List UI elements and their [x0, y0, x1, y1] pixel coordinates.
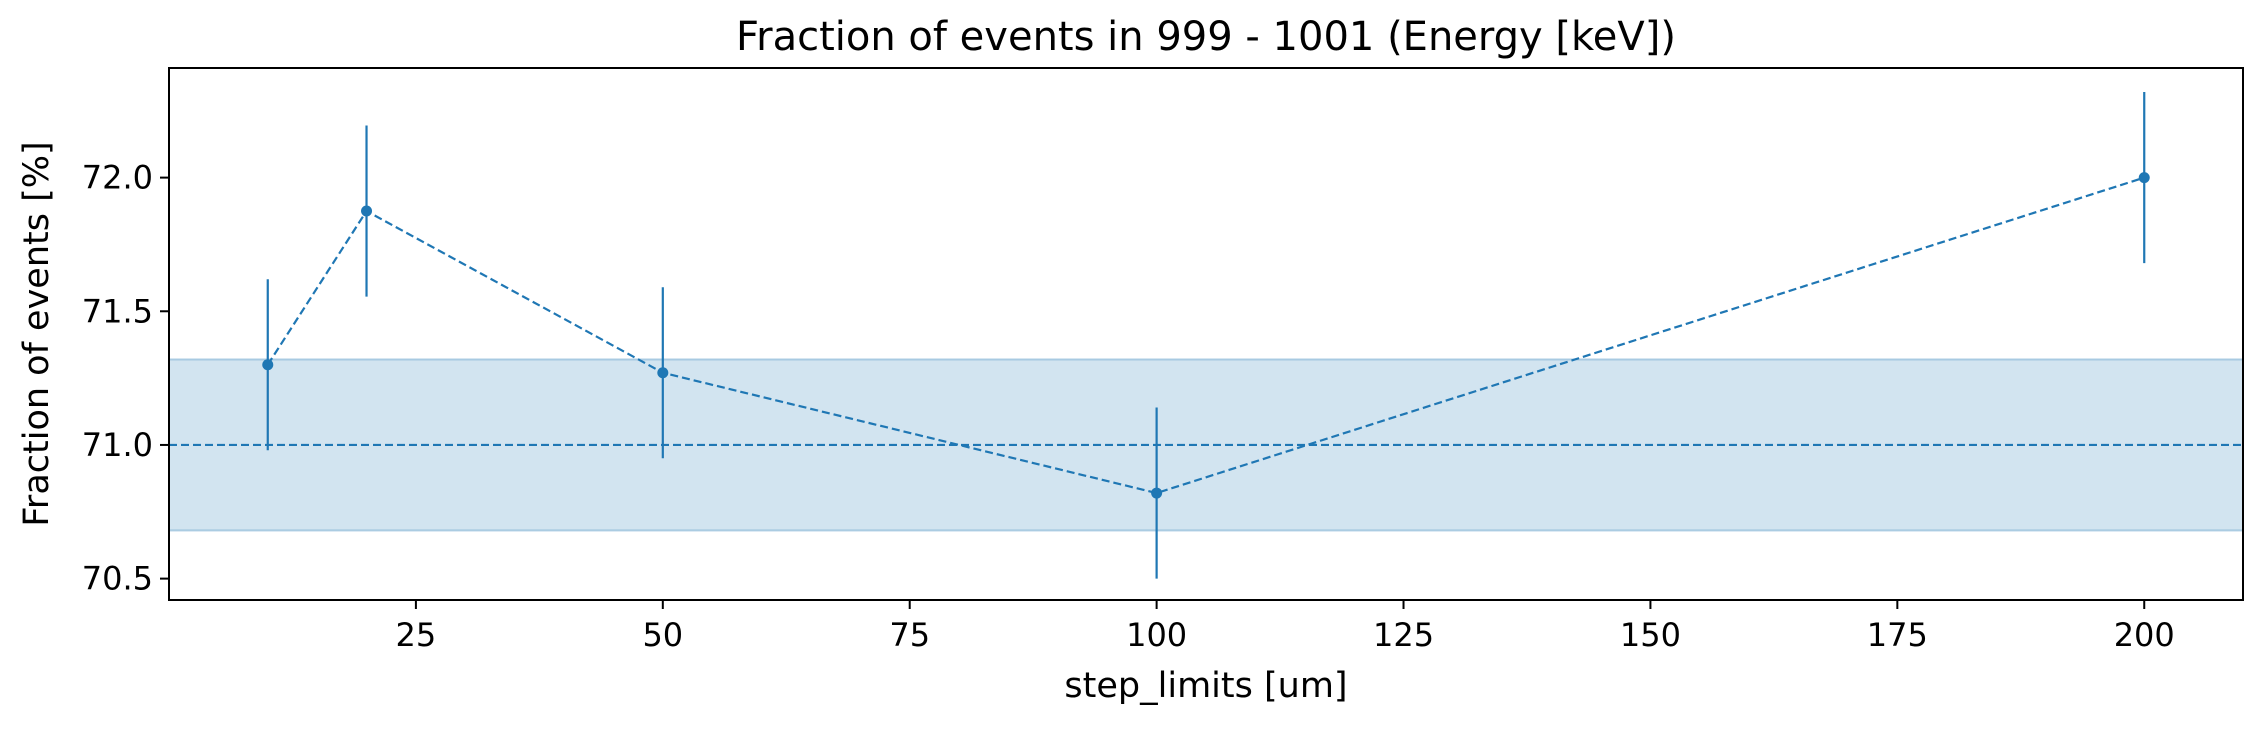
x-tick-label: 50 — [642, 616, 683, 654]
x-tick-label: 200 — [2114, 616, 2175, 654]
data-point — [262, 359, 274, 371]
x-axis-label: step_limits [um] — [1064, 666, 1347, 706]
x-tick-label: 100 — [1126, 616, 1187, 654]
x-tick-label: 150 — [1620, 616, 1681, 654]
data-point — [657, 367, 669, 379]
y-axis-label: Fraction of events [%] — [17, 141, 57, 526]
data-point — [361, 205, 373, 217]
x-tick-label: 25 — [396, 616, 437, 654]
y-tick-label: 71.0 — [82, 426, 153, 464]
x-tick-label: 175 — [1867, 616, 1928, 654]
plot-area-frame — [168, 67, 2244, 601]
y-tick-label: 71.5 — [82, 292, 153, 330]
series-layer — [262, 92, 2150, 579]
data-point — [2138, 172, 2150, 184]
chart-title: Fraction of events in 999 - 1001 (Energy… — [736, 14, 1676, 60]
x-axis: 25 50 75 100 125 150 175 200 — [396, 600, 2175, 654]
y-tick-label: 70.5 — [82, 560, 153, 598]
data-point — [1151, 487, 1163, 499]
x-tick-label: 125 — [1373, 616, 1434, 654]
y-axis: 70.5 71.0 71.5 72.0 — [82, 159, 169, 598]
x-tick-label: 75 — [889, 616, 930, 654]
y-tick-label: 72.0 — [82, 159, 153, 197]
